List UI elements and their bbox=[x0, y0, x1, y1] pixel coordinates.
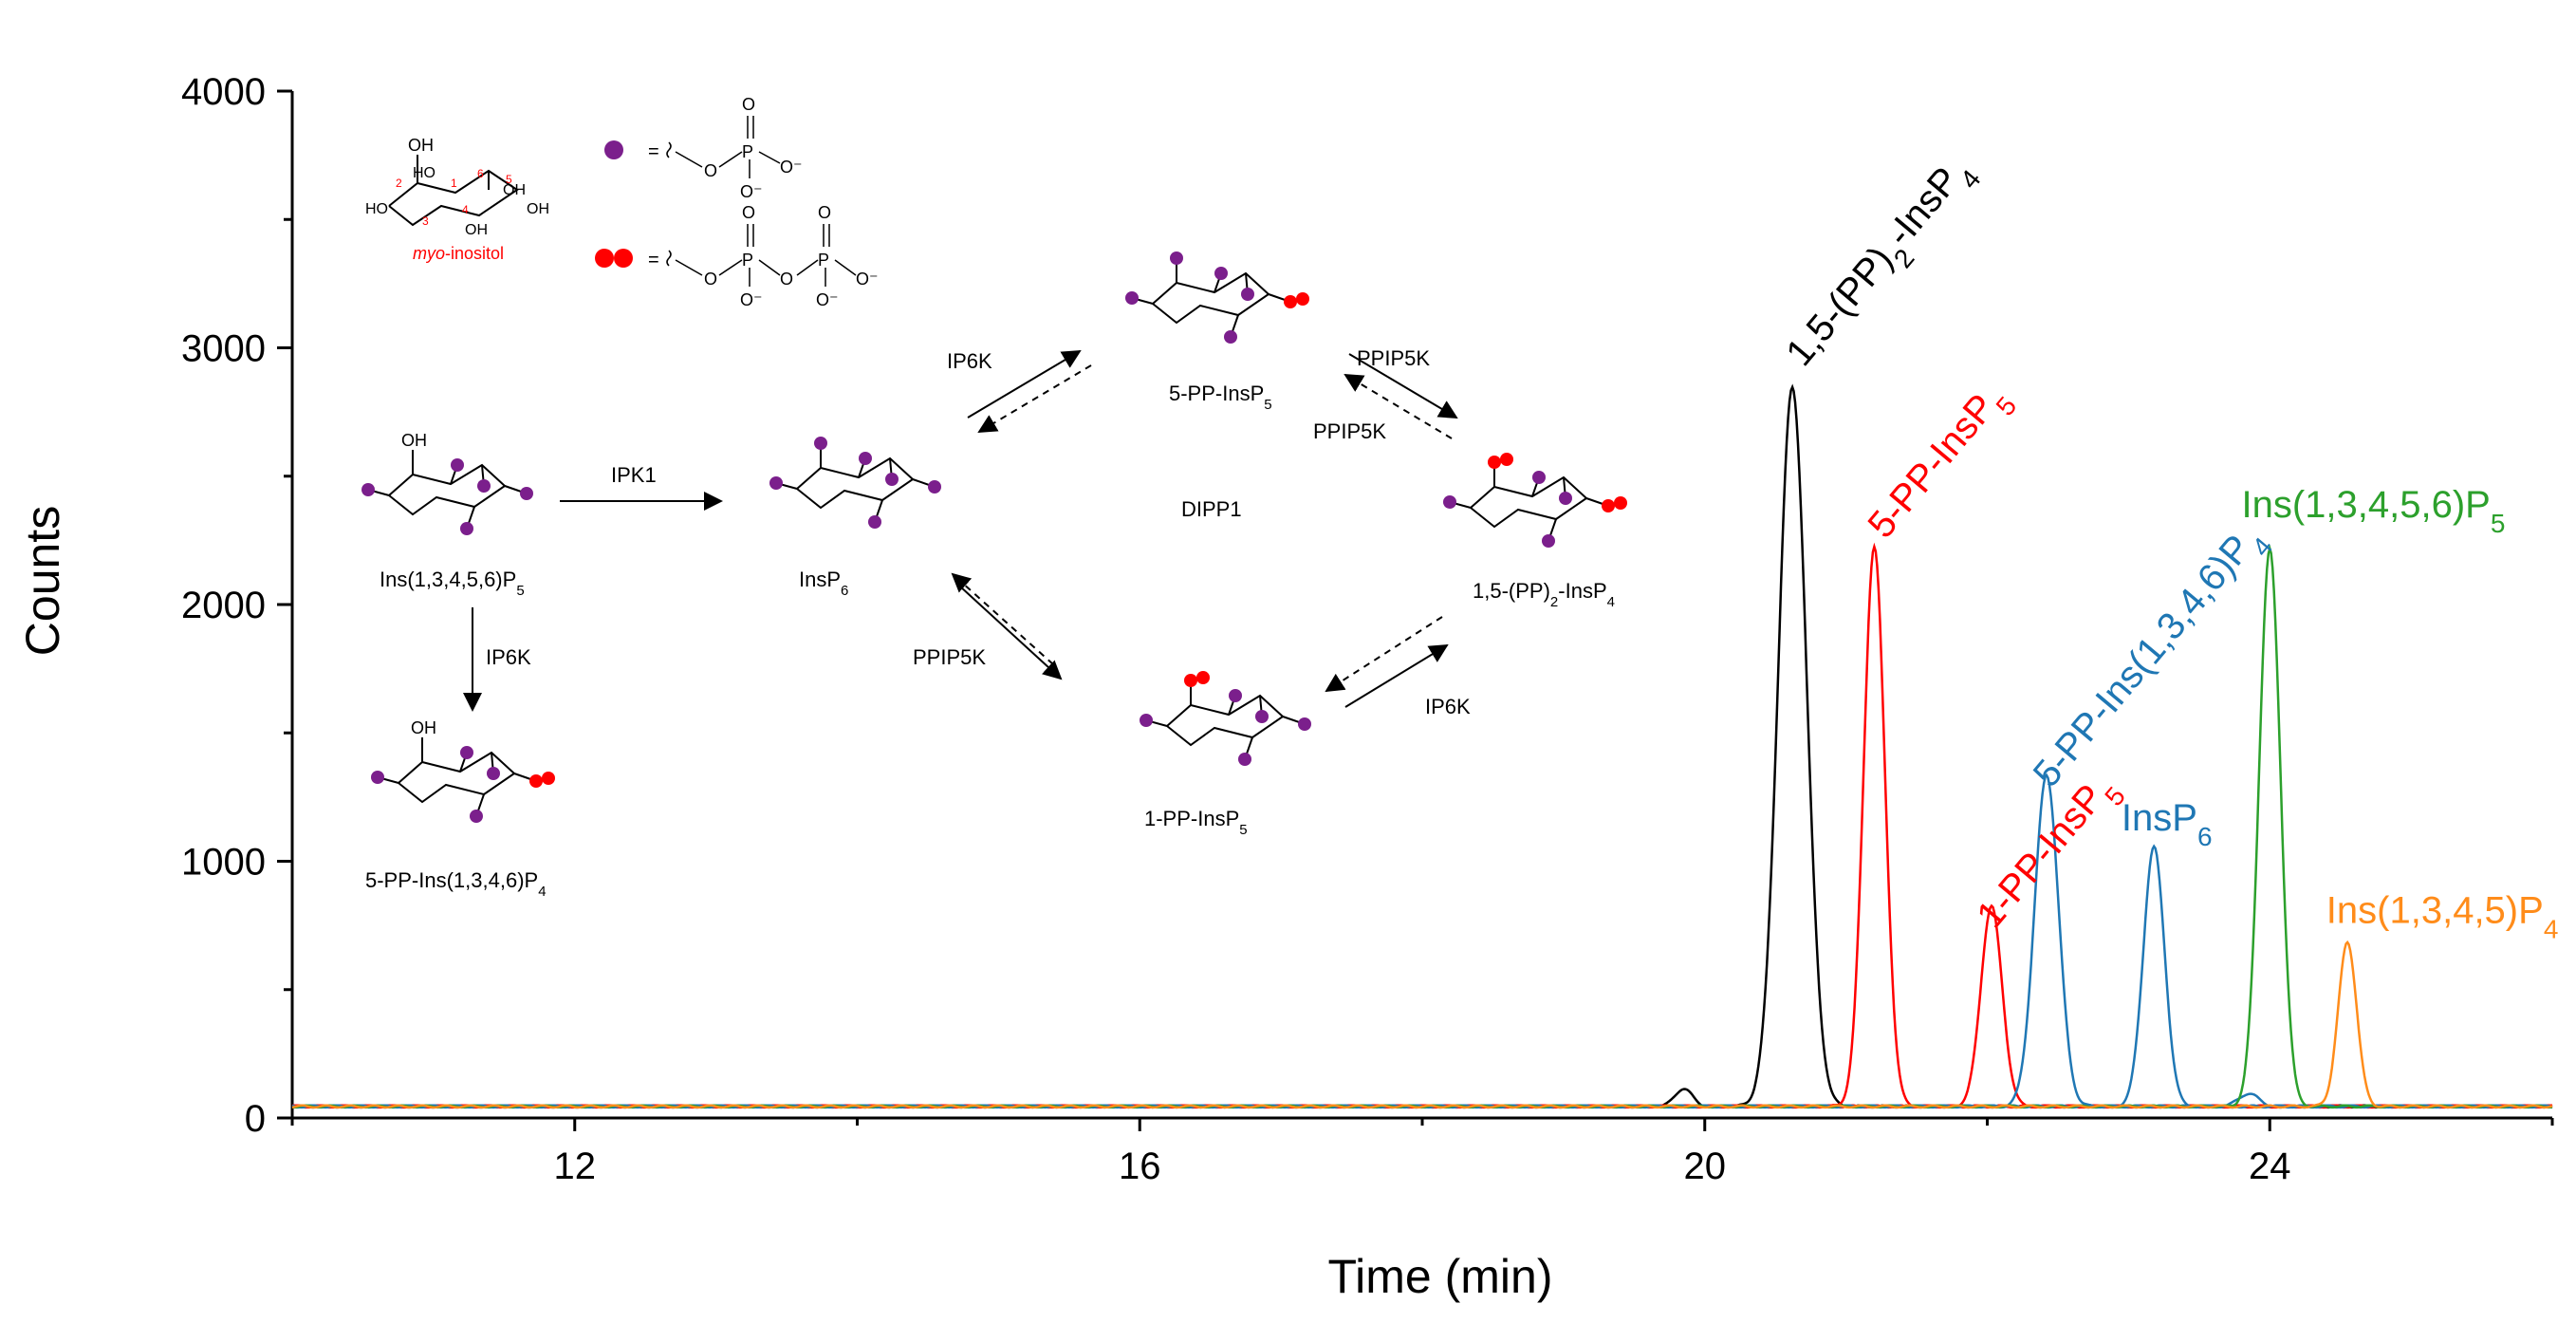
inositol-ring bbox=[1443, 453, 1627, 548]
o-atom: O bbox=[742, 95, 755, 114]
phosphate-legend: = O P O O⁻ O⁻ = O P O O⁻ bbox=[595, 95, 879, 309]
x-tick-label: 20 bbox=[1684, 1145, 1727, 1187]
arrow bbox=[967, 349, 1082, 419]
enzyme-label: IP6K bbox=[486, 645, 531, 669]
enzyme-label: PPIP5K bbox=[1313, 419, 1386, 443]
ring-number: 1 bbox=[451, 177, 457, 190]
ring-number: 6 bbox=[477, 167, 484, 180]
inositol-ring: OH bbox=[361, 431, 533, 535]
oh-label: OH bbox=[411, 718, 436, 737]
oh-label: OH bbox=[465, 222, 488, 238]
compound-label: Ins(1,3,4,5,6)P5 bbox=[380, 568, 525, 599]
y-tick-label: 2000 bbox=[181, 585, 266, 626]
y-tick-label: 3000 bbox=[181, 328, 266, 370]
traces bbox=[291, 383, 2553, 1109]
p-atom: P bbox=[818, 251, 829, 270]
ring-number: 3 bbox=[422, 214, 429, 228]
oh-label: OH bbox=[503, 182, 526, 198]
compound-label: 5-PP-InsP5 bbox=[1169, 382, 1272, 413]
o-minus: O⁻ bbox=[740, 182, 763, 201]
o-atom: O bbox=[704, 161, 717, 180]
peak-label: 5-PP-Ins(1,3,4,6)P4 bbox=[2026, 516, 2278, 803]
peak-label: InsP6 bbox=[2122, 797, 2213, 851]
equals: = bbox=[648, 250, 659, 270]
oh-label: OH bbox=[527, 201, 549, 217]
arrow bbox=[1348, 353, 1458, 419]
y-axis-label: Counts bbox=[16, 506, 69, 656]
compound-label: 1-PP-InsP5 bbox=[1144, 807, 1248, 838]
inositol-ring bbox=[1140, 671, 1311, 766]
x-tick-label: 16 bbox=[1119, 1145, 1161, 1187]
series-line bbox=[291, 773, 2553, 1109]
compound-label: InsP6 bbox=[799, 568, 848, 599]
oh-label: OH bbox=[401, 431, 427, 450]
enzyme-label: IPK1 bbox=[611, 463, 657, 487]
myo-inositol-label: myo-inositol bbox=[413, 244, 504, 263]
o-minus: O⁻ bbox=[740, 290, 763, 309]
series-line bbox=[291, 844, 2553, 1109]
arrow bbox=[951, 572, 1054, 665]
enzyme-label: PPIP5K bbox=[1357, 346, 1430, 370]
compound-label: 1,5-(PP)2-InsP4 bbox=[1473, 579, 1615, 610]
arrow bbox=[959, 586, 1063, 680]
peak-labels: 1,5-(PP)2-InsP45-PP-InsP51-PP-InsP55-PP-… bbox=[1778, 148, 2559, 943]
oh-label: OH bbox=[408, 136, 434, 155]
series-line bbox=[291, 544, 2553, 1109]
inositol-rings: OH OH bbox=[361, 251, 1627, 823]
series-line bbox=[291, 542, 2552, 1109]
equals: = bbox=[648, 141, 659, 162]
enzyme-label: IP6K bbox=[1425, 695, 1471, 718]
series-line bbox=[291, 383, 2553, 1109]
p-atom: P bbox=[742, 251, 753, 270]
inositol-ring bbox=[1125, 251, 1309, 344]
o-atom: O bbox=[780, 270, 793, 289]
y-tick-label: 0 bbox=[245, 1098, 266, 1140]
peak-label: Ins(1,3,4,5,6)P5 bbox=[2241, 484, 2505, 538]
arrow bbox=[1344, 643, 1449, 708]
o-atom: O bbox=[818, 203, 831, 222]
peak-label: 5-PP-InsP5 bbox=[1860, 375, 2021, 553]
y-tick-label: 1000 bbox=[181, 842, 266, 884]
x-axis-label: Time (min) bbox=[1327, 1250, 1552, 1303]
ho-label: HO bbox=[365, 201, 388, 217]
enzyme-label: PPIP5K bbox=[913, 645, 986, 669]
enzyme-label: IP6K bbox=[947, 349, 992, 373]
enzyme-label: DIPP1 bbox=[1181, 497, 1242, 521]
x-tick-label: 12 bbox=[554, 1145, 597, 1187]
peak-label: 1,5-(PP)2-InsP4 bbox=[1778, 148, 1986, 382]
o-minus: O⁻ bbox=[780, 158, 803, 177]
arrow bbox=[1344, 373, 1453, 439]
series-line bbox=[292, 903, 2553, 1109]
pathway-scheme: OH HO OH HO OH OH 2 1 6 3 4 5 myo-inosit… bbox=[361, 95, 1627, 900]
compound-label: 5-PP-Ins(1,3,4,6)P4 bbox=[365, 868, 547, 900]
arrow bbox=[977, 364, 1092, 434]
peak-label: Ins(1,3,4,5)P4 bbox=[2326, 889, 2559, 943]
inositol-ring bbox=[769, 437, 941, 529]
ring-number: 4 bbox=[462, 203, 469, 216]
ring-number: 2 bbox=[396, 177, 402, 190]
myo-inositol-structure: OH HO OH HO OH OH 2 1 6 3 4 5 myo-inosit… bbox=[365, 136, 549, 263]
inositol-ring: OH bbox=[371, 718, 555, 823]
ring-number: 5 bbox=[506, 173, 512, 186]
x-tick-label: 24 bbox=[2249, 1145, 2291, 1187]
arrow bbox=[1325, 616, 1443, 693]
series-line bbox=[291, 940, 2553, 1109]
o-minus: O⁻ bbox=[856, 270, 879, 289]
o-minus: O⁻ bbox=[816, 290, 839, 309]
p-atom: P bbox=[742, 142, 753, 161]
ho-label: HO bbox=[413, 165, 436, 181]
y-tick-label: 4000 bbox=[181, 71, 266, 113]
o-atom: O bbox=[742, 203, 755, 222]
o-atom: O bbox=[704, 270, 717, 289]
